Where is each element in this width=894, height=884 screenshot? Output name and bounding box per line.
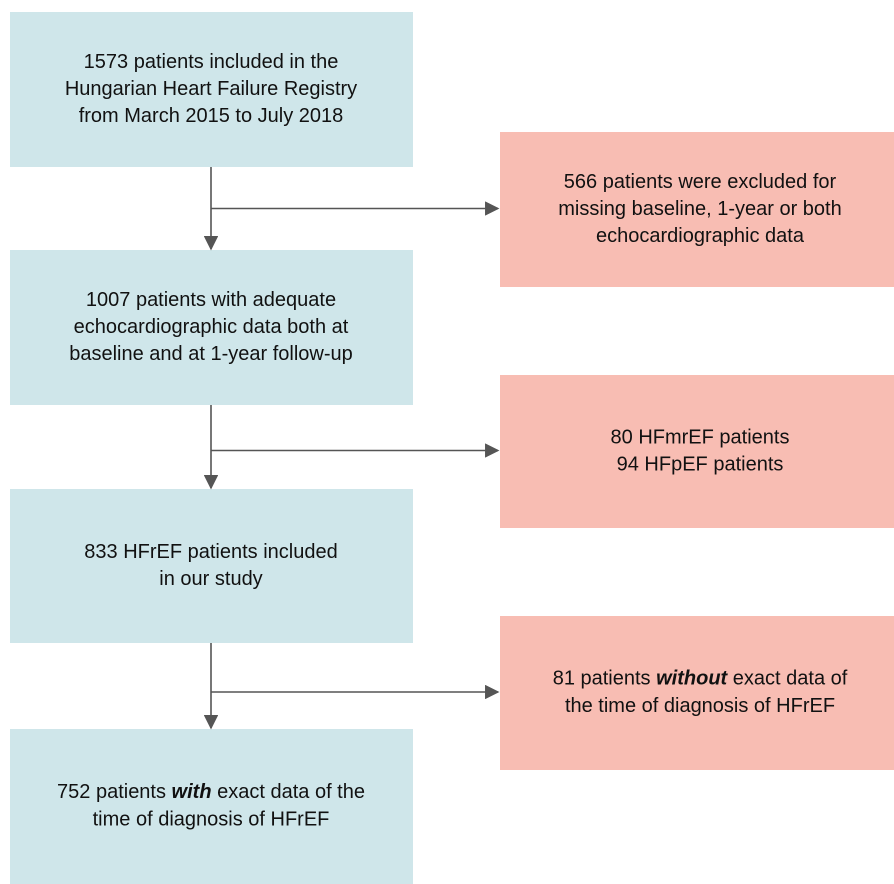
box-text: the time of diagnosis of HFrEF	[565, 695, 835, 717]
box-text: echocardiographic data	[596, 225, 805, 247]
text-part: exact data of the	[212, 781, 365, 803]
emphasis: with	[172, 781, 212, 803]
box-text: baseline and at 1-year follow-up	[69, 343, 353, 365]
text-part: 752 patients	[57, 781, 172, 803]
box-text: echocardiographic data both at	[74, 316, 349, 338]
box-text: 1007 patients with adequate	[86, 289, 336, 311]
exclusion-box	[500, 616, 894, 770]
box-text: 81 patients without exact data of	[553, 668, 848, 690]
emphasis: without	[656, 668, 728, 690]
box-text: 566 patients were excluded for	[564, 171, 837, 193]
main-box	[10, 250, 413, 405]
box-text: in our study	[159, 568, 262, 590]
box-text: Hungarian Heart Failure Registry	[65, 78, 357, 100]
box-text: 752 patients with exact data of the	[57, 781, 365, 803]
box-text: 1573 patients included in the	[84, 51, 339, 73]
box-text: 80 HFmrEF patients	[611, 426, 790, 448]
main-box	[10, 12, 413, 167]
exclusion-box	[500, 132, 894, 287]
main-box	[10, 729, 413, 884]
exclusion-box	[500, 375, 894, 528]
box-text: time of diagnosis of HFrEF	[93, 808, 330, 830]
text-part: 81 patients	[553, 668, 656, 690]
box-text: 833 HFrEF patients included	[84, 541, 337, 563]
text-part: exact data of	[727, 668, 848, 690]
box-text: from March 2015 to July 2018	[79, 105, 344, 127]
main-box	[10, 489, 413, 643]
box-text: 94 HFpEF patients	[617, 453, 784, 475]
box-text: missing baseline, 1-year or both	[558, 198, 841, 220]
